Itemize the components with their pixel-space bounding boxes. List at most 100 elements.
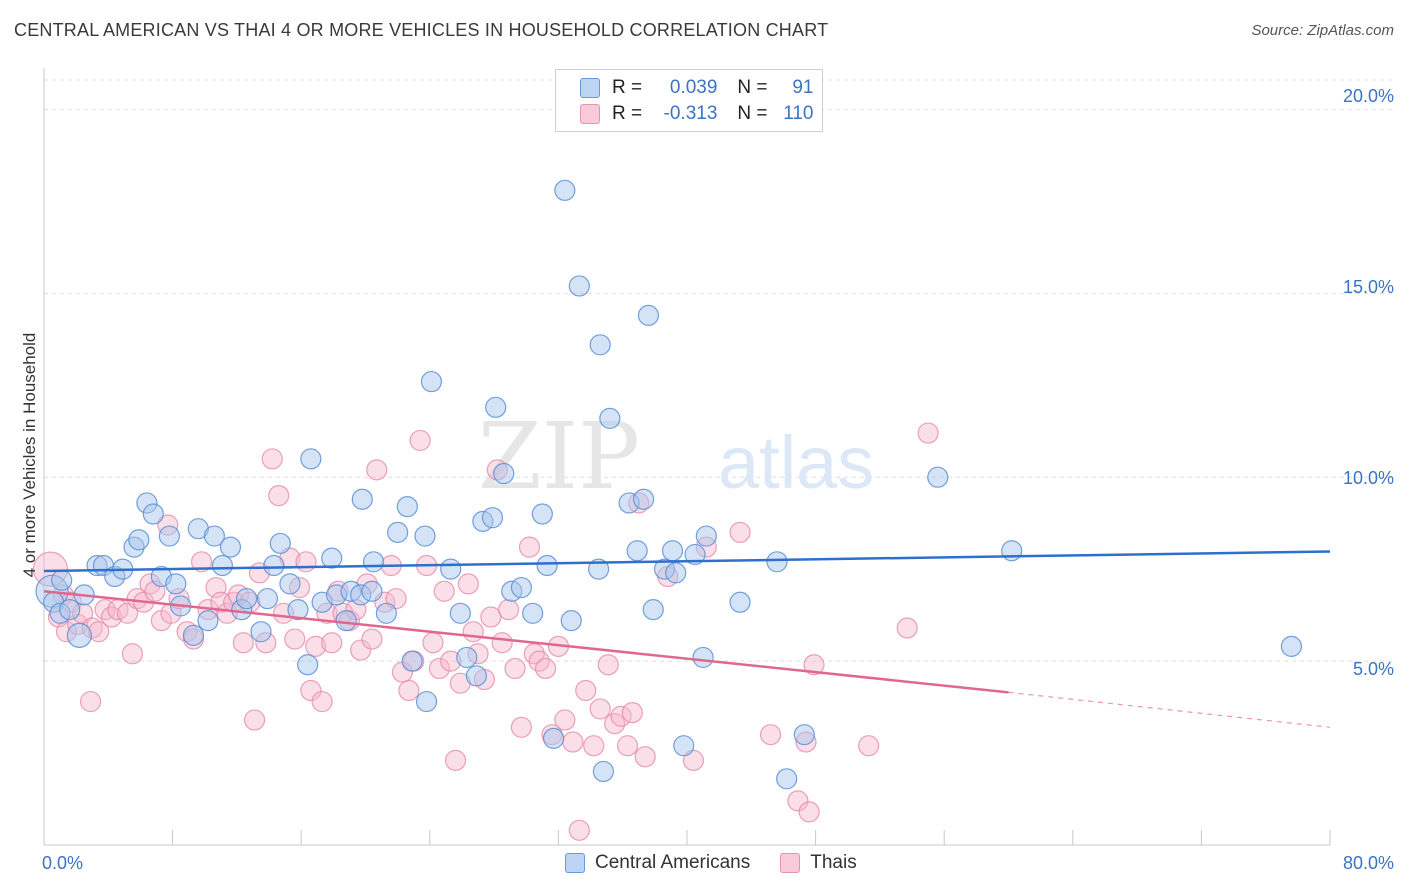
data-point-thais [121, 643, 144, 665]
legend-r-label: R = [612, 77, 643, 98]
data-point-central-americans [440, 558, 462, 580]
data-point-central-americans [673, 735, 695, 757]
data-point-thais [589, 698, 611, 720]
y-tick-label: 15.0% [1342, 277, 1394, 297]
data-point-central-americans [420, 370, 443, 393]
data-point-thais [729, 521, 751, 543]
data-point-thais [682, 749, 705, 772]
series-central-americans-points [35, 179, 1303, 790]
legend-r-value: 0.039 [669, 77, 718, 98]
data-point-thais [597, 654, 619, 676]
legend-swatch-blue [580, 78, 600, 98]
data-point-central-americans [387, 521, 409, 543]
data-point-thais [295, 551, 317, 573]
data-point-central-americans [59, 599, 81, 621]
data-point-thais [534, 657, 557, 680]
data-point-central-americans [182, 624, 205, 646]
data-point-central-americans [665, 562, 687, 584]
trend-line-central-americans [43, 550, 1331, 573]
data-point-thais [321, 632, 343, 654]
data-point-thais [616, 735, 639, 757]
data-point-central-americans [493, 462, 515, 485]
data-point-central-americans [1001, 540, 1023, 562]
y-tick-label: 5.0% [1352, 659, 1394, 679]
data-point-central-americans [592, 760, 615, 783]
data-point-central-americans [287, 599, 309, 621]
data-point-thais [350, 639, 372, 661]
data-point-central-americans [300, 448, 322, 470]
data-point-thais [787, 790, 809, 812]
data-point-thais [261, 448, 283, 470]
data-point-central-americans [560, 610, 582, 632]
data-point-thais [491, 632, 513, 654]
data-point-central-americans [362, 551, 385, 573]
data-point-central-americans [465, 665, 488, 687]
data-point-thais [366, 459, 388, 481]
data-point-central-americans [279, 573, 301, 595]
data-point-central-americans [449, 602, 471, 624]
data-point-central-americans [729, 591, 751, 613]
data-point-central-americans [536, 554, 558, 577]
data-point-central-americans [211, 554, 234, 577]
data-point-thais [284, 628, 306, 650]
data-point-central-americans [66, 622, 92, 648]
legend-n-value: 110 [783, 103, 814, 124]
correlation-legend: R = 0.039 N = 91 R = -0.313 N = 110 [555, 69, 823, 132]
legend-label: Thais [810, 852, 857, 873]
data-point-thais [568, 819, 590, 841]
data-point-central-americans [554, 179, 576, 201]
data-point-central-americans [927, 466, 949, 488]
data-point-central-americans [235, 587, 258, 610]
data-point-thais [311, 690, 333, 713]
data-point-central-americans [510, 576, 533, 599]
data-point-thais [497, 599, 520, 621]
data-point-thais [896, 617, 918, 639]
data-point-central-americans [485, 396, 507, 418]
data-point-central-americans [351, 488, 373, 510]
data-point-central-americans [684, 543, 706, 566]
data-point-central-americans [219, 536, 242, 558]
data-point-thais [385, 587, 407, 610]
data-point-central-americans [165, 573, 187, 595]
data-point-thais [510, 716, 533, 738]
data-point-thais [433, 580, 455, 602]
legend-n-label: N = [737, 77, 768, 98]
data-point-central-americans [361, 580, 383, 602]
data-point-central-americans [401, 650, 423, 672]
x-tick-label-min: 0.0% [42, 853, 84, 873]
data-point-central-americans [250, 621, 272, 643]
data-point-thais [858, 735, 880, 757]
legend-n-label: N = [737, 103, 768, 124]
data-point-thais [562, 731, 584, 753]
data-point-central-americans [321, 547, 343, 569]
data-point-thais [210, 591, 232, 613]
data-point-central-americans [396, 496, 418, 518]
legend-swatch-pink [580, 104, 600, 124]
legend-n-value: 91 [792, 77, 814, 98]
data-point-thais [634, 746, 656, 768]
data-point-thais [462, 621, 484, 643]
data-point-central-americans [692, 646, 714, 669]
data-point-central-americans [542, 727, 565, 749]
data-point-central-americans [256, 587, 279, 610]
legend-item-central-americans[interactable]: Central Americans [565, 852, 750, 874]
data-point-thais [268, 485, 290, 507]
data-point-central-americans [375, 602, 397, 624]
data-point-thais [444, 749, 467, 772]
y-tick-label: 10.0% [1342, 468, 1394, 488]
data-point-central-americans [415, 690, 438, 713]
legend-swatch-pink [780, 853, 801, 873]
data-point-thais [583, 735, 605, 757]
x-tick-label-max: 80.0% [1342, 853, 1394, 873]
data-point-thais [243, 709, 266, 731]
data-point-central-americans [158, 525, 180, 547]
data-point-central-americans [626, 540, 648, 562]
legend-label: Central Americans [595, 852, 751, 873]
data-point-thais [116, 602, 139, 624]
axes [43, 68, 1331, 846]
data-point-thais [409, 429, 431, 452]
legend-item-thais[interactable]: Thais [780, 852, 857, 874]
data-point-central-americans [793, 724, 815, 746]
y-tick-label: 20.0% [1342, 86, 1394, 106]
